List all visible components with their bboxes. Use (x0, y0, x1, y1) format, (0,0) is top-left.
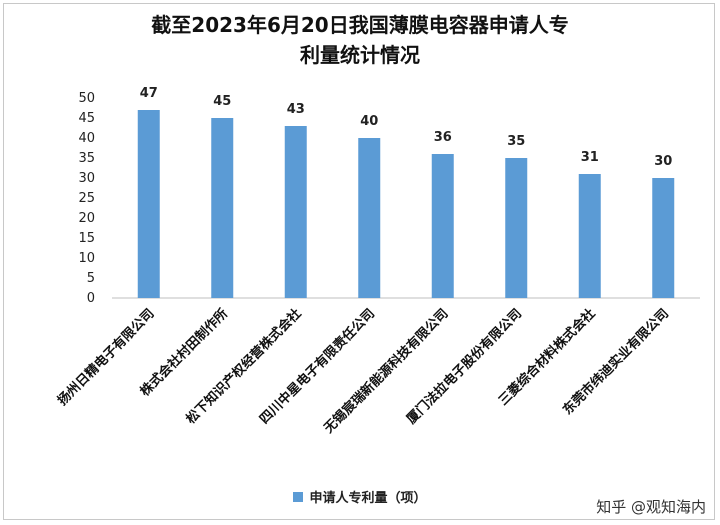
watermark-text: 知乎 @观知海内 (596, 498, 706, 516)
data-label: 43 (287, 102, 305, 117)
bar (431, 154, 454, 298)
data-label: 30 (654, 154, 672, 169)
chart-frame (3, 3, 715, 520)
bar (578, 174, 601, 298)
legend: 申请人专利量（项） (0, 487, 720, 506)
y-tick-label: 25 (78, 191, 95, 206)
y-tick-label: 20 (78, 211, 95, 226)
y-tick-label: 35 (78, 151, 95, 166)
bar (652, 178, 675, 298)
data-label: 47 (140, 86, 158, 101)
x-tick-label: 厦门法拉电子股份有限公司 (403, 306, 525, 428)
y-tick-label: 15 (78, 231, 95, 246)
y-tick-label: 40 (78, 131, 95, 146)
y-tick-label: 50 (78, 91, 95, 106)
bar (358, 138, 381, 298)
bar (137, 110, 160, 298)
bar (284, 126, 307, 298)
data-label: 31 (581, 150, 599, 165)
y-tick-label: 5 (87, 271, 95, 286)
y-tick-label: 30 (78, 171, 95, 186)
x-tick-label: 四川中星电子有限责任公司 (256, 306, 378, 428)
y-tick-label: 10 (78, 251, 95, 266)
legend-swatch (293, 491, 304, 502)
chart-title: 截至2023年6月20日我国薄膜电容器申请人专 利量统计情况 (151, 13, 569, 67)
x-tick-label: 无锡宸瑞新能源科技有限公司 (320, 306, 452, 438)
legend-label: 申请人专利量（项） (309, 491, 427, 506)
bar (505, 158, 528, 298)
y-tick-label: 45 (78, 111, 95, 126)
data-label: 35 (507, 134, 525, 149)
data-label: 36 (434, 130, 452, 145)
y-tick-label: 0 (87, 291, 95, 306)
data-label: 40 (360, 114, 378, 129)
data-label: 45 (213, 94, 231, 109)
bar (211, 118, 234, 298)
x-tick-label: 松下知识产权经营株式会社 (183, 306, 305, 428)
